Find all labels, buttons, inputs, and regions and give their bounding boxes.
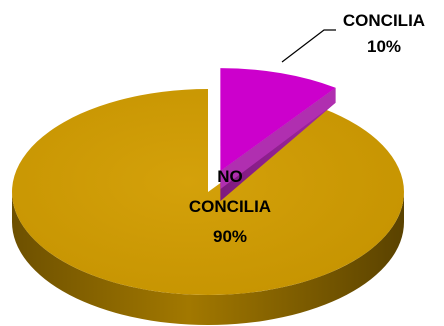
slice-concilia-top: [220, 68, 336, 172]
label-no-concilia-value: 90%: [213, 227, 247, 246]
leader-line: [281, 29, 336, 63]
label-no-concilia-line1: NO: [217, 167, 243, 186]
slice-no-concilia-top: [11, 89, 405, 296]
slice-no-concilia: [11, 89, 405, 325]
label-no-concilia-line2: CONCILIA: [189, 197, 271, 216]
slice-no-concilia-side: [12, 192, 404, 325]
label-concilia-value: 10%: [367, 37, 401, 56]
label-concilia-name: CONCILIA: [343, 11, 425, 30]
slice-concilia: [220, 68, 336, 202]
slice-concilia-cut: [220, 87, 336, 190]
